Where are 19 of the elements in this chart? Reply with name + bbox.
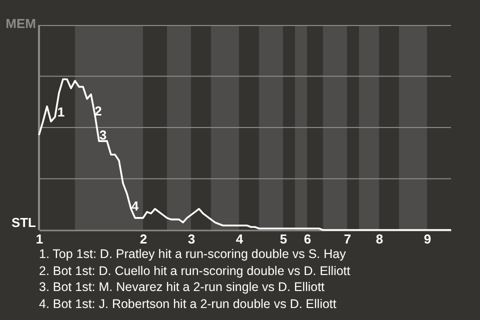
x-tick-label: 8 [376, 232, 384, 246]
x-tick-label: 2 [140, 232, 148, 246]
annotation: 2 [94, 103, 102, 118]
text: 3. Bot 1st: M. Nevarez hit a 2-run single vs D. Elliott [39, 279, 326, 296]
text: 1. Top 1st: D. Pratley hit a run-scoring double vs S. Hay [39, 246, 347, 263]
annotation: 1 [57, 104, 65, 120]
x-tick-label: 5 [280, 232, 288, 246]
text: 4. Bot 1st: J. Robertson hit a 2-run double vs D. Elliott [39, 296, 338, 313]
annotation: 4 [131, 198, 139, 214]
x-tick-label: 9 [424, 232, 432, 246]
text: STL [11, 215, 36, 230]
text: 2. Bot 1st: D. Cuello hit a run-scoring double vs D. Elliott [39, 262, 350, 280]
x-tick-label: 3 [188, 232, 196, 246]
x-tick-label: 7 [344, 232, 352, 246]
annotation: 3 [99, 128, 107, 143]
x-tick-label: 4 [236, 232, 244, 246]
x-tick-label: 6 [304, 232, 312, 246]
x-tick-label: 1 [36, 232, 44, 246]
text: MEM [6, 16, 36, 31]
